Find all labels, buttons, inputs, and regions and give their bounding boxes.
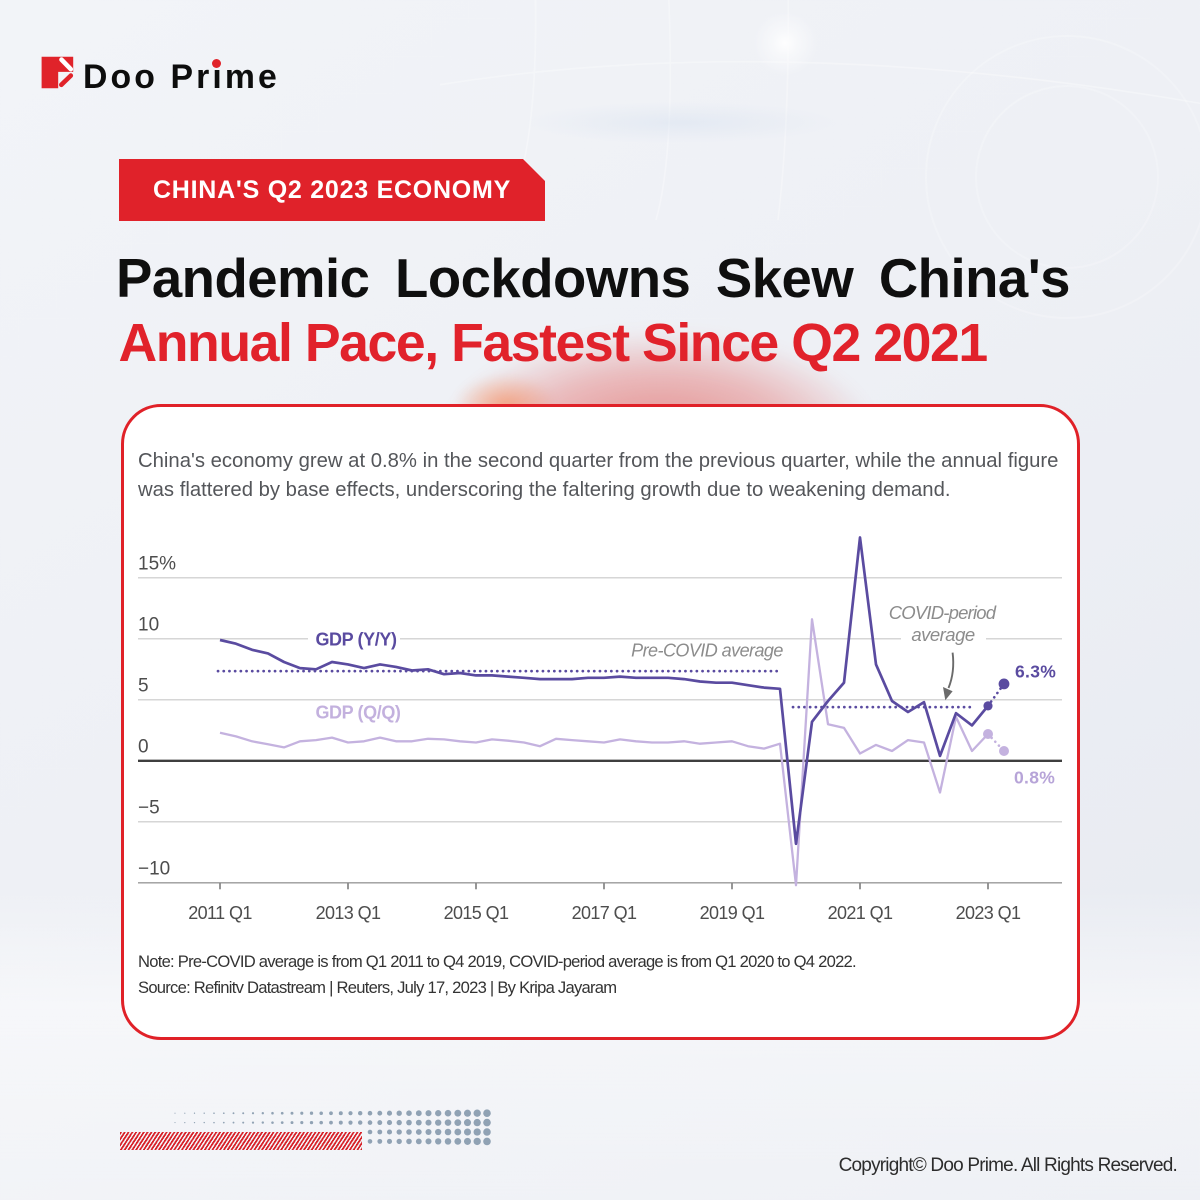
svg-text:2023 Q1: 2023 Q1 <box>956 903 1021 923</box>
svg-text:COVID-period: COVID-period <box>889 602 997 623</box>
svg-text:GDP (Q/Q): GDP (Q/Q) <box>315 703 400 723</box>
svg-text:5: 5 <box>138 675 149 696</box>
svg-text:2015 Q1: 2015 Q1 <box>444 903 509 923</box>
svg-text:0.8%: 0.8% <box>1014 768 1055 788</box>
svg-text:Pre-COVID average: Pre-COVID average <box>631 641 783 661</box>
svg-text:2021 Q1: 2021 Q1 <box>828 903 893 923</box>
svg-text:0: 0 <box>138 736 149 757</box>
svg-text:2011 Q1: 2011 Q1 <box>188 903 252 923</box>
svg-text:GDP (Y/Y): GDP (Y/Y) <box>315 630 396 650</box>
svg-text:15%: 15% <box>138 553 176 574</box>
svg-text:−5: −5 <box>138 797 160 818</box>
svg-text:10: 10 <box>138 614 159 635</box>
svg-text:6.3%: 6.3% <box>1015 662 1056 682</box>
svg-text:average: average <box>911 624 975 645</box>
svg-text:2017 Q1: 2017 Q1 <box>572 903 637 923</box>
svg-text:2013 Q1: 2013 Q1 <box>316 903 381 923</box>
svg-text:−10: −10 <box>138 858 170 879</box>
svg-text:2019 Q1: 2019 Q1 <box>700 903 765 923</box>
